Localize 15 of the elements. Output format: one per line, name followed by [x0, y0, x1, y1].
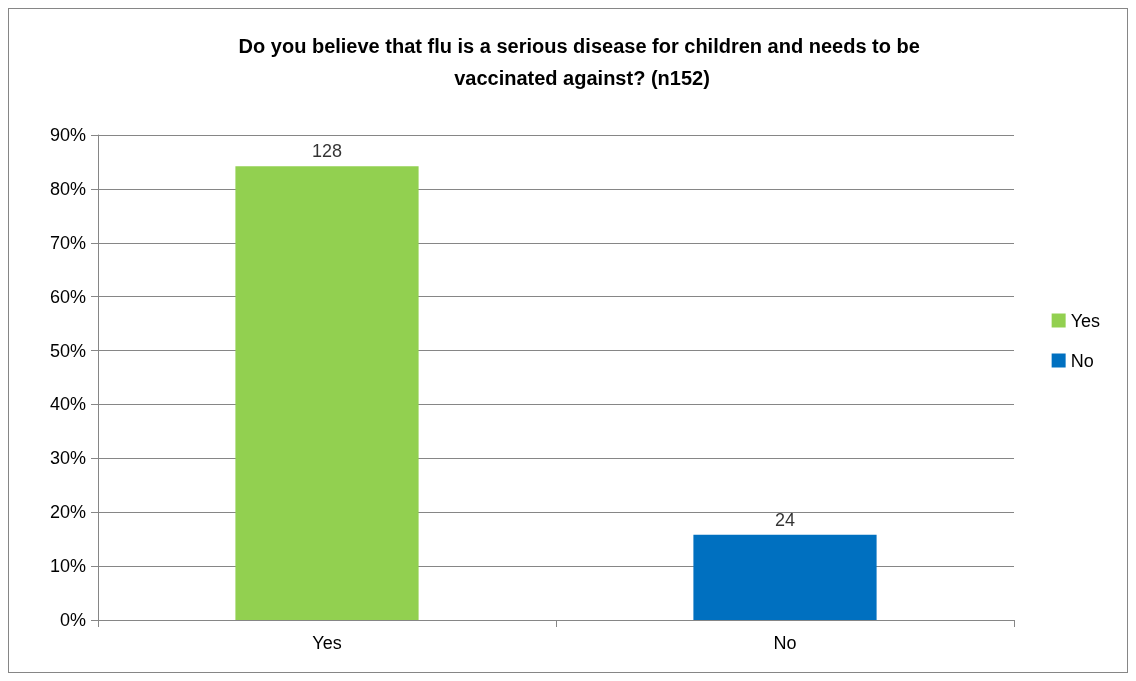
y-tick-label: 80% [49, 178, 86, 199]
y-tick-label: 90% [49, 125, 86, 145]
legend-label: No [1070, 350, 1094, 371]
y-tick-label: 10% [49, 556, 86, 577]
annotation: 24 [774, 509, 796, 530]
y-tick-label: 30% [49, 448, 86, 469]
legend-label: Yes [1070, 310, 1101, 331]
y-tick-label: 20% [49, 502, 86, 523]
y-tick-label: 60% [49, 286, 86, 307]
y-tick-label: 50% [49, 340, 86, 361]
y-tick-label: 0% [59, 610, 86, 630]
chart-title: Do you believe that flu is a serious disease for children and needs to be vaccinated against? (n152) [238, 35, 926, 89]
y-tick-label: 40% [49, 394, 86, 415]
annotation: 128 [311, 141, 343, 162]
y-tick-label: 70% [49, 232, 86, 253]
